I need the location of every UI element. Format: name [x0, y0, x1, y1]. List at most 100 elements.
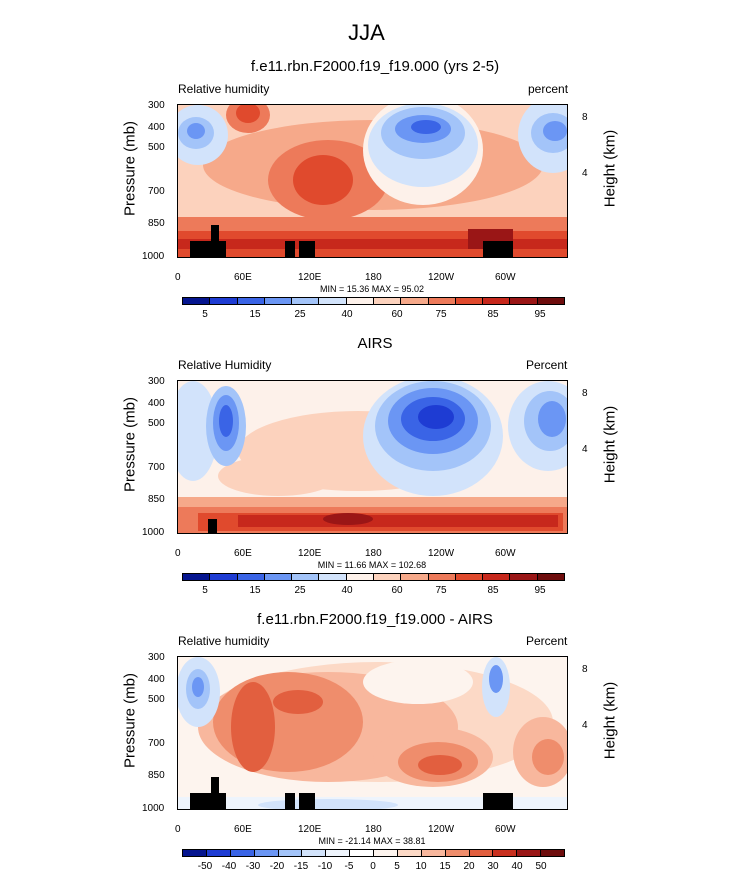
- panel-1-xtick-120e: 120E: [298, 272, 322, 283]
- panel-3-colorbar-label: -5: [344, 861, 354, 872]
- panel-2-xtick-60w: 60W: [495, 548, 516, 559]
- panel-1-units-label: percent: [528, 82, 569, 96]
- colorbar-box: [237, 574, 265, 580]
- colorbar-box: [346, 574, 374, 580]
- panel-1-contour-plot: [177, 104, 568, 258]
- colorbar-box: [483, 298, 511, 304]
- panel-3-colorbar-label: 0: [370, 861, 376, 872]
- colorbar-box: [319, 574, 347, 580]
- panel-2-ytick-1000: 1000: [142, 527, 165, 538]
- panel-3-colorbar-label: -20: [269, 861, 285, 872]
- panel-1-y-axis-title: Pressure (mb): [121, 120, 139, 217]
- panel-3-xtick-60e: 60E: [234, 824, 252, 835]
- panel-1-colorbar-label: 40: [341, 309, 353, 320]
- panel-3-title: f.e11.rbn.F2000.f19_f19.000 - AIRS: [257, 611, 493, 628]
- panel-3-colorbar-label: -50: [197, 861, 213, 872]
- colorbar-box: [510, 298, 538, 304]
- panel-2-colorbar: [182, 573, 565, 581]
- panel-3-y-axis-title: Pressure (mb): [121, 672, 139, 769]
- panel-1-ytick-700: 700: [148, 186, 165, 197]
- panel-2-xtick-60e: 60E: [234, 548, 252, 559]
- panel-1-colorbar: [182, 297, 565, 305]
- panel-2-colorbar-label: 5: [202, 585, 208, 596]
- panel-1-colorbar-label: 75: [435, 309, 447, 320]
- panel-3-xtick-0: 0: [175, 824, 181, 835]
- panel-1-xtick-60e: 60E: [234, 272, 252, 283]
- panel-1-contour-field: [178, 105, 567, 257]
- panel-3-y2-axis-title: Height (km): [601, 681, 619, 760]
- colorbar-box: [302, 850, 327, 856]
- panel-3-y2tick-4: 4: [582, 720, 588, 731]
- panel-3-ytick-1000: 1000: [142, 803, 165, 814]
- colorbar-box: [326, 850, 351, 856]
- colorbar-box: [397, 850, 422, 856]
- panel-2-xtick-180: 180: [365, 548, 382, 559]
- colorbar-box: [537, 298, 564, 304]
- colorbar-box: [210, 298, 238, 304]
- panel-1-variable-label: Relative humidity: [178, 82, 270, 96]
- panel-3-ytick-400: 400: [148, 674, 165, 685]
- panel-3-units-label: Percent: [526, 634, 568, 648]
- colorbar-box: [455, 298, 484, 304]
- colorbar-box: [421, 850, 446, 856]
- colorbar-box: [292, 298, 320, 304]
- panel-2-ytick-500: 500: [148, 418, 165, 429]
- panel-3-colorbar-label: 10: [415, 861, 427, 872]
- figure-title: JJA: [348, 20, 385, 45]
- panel-2-ytick-850: 850: [148, 494, 165, 505]
- panel-3-colorbar-label: -30: [245, 861, 261, 872]
- panel-3-colorbar-label: 40: [511, 861, 523, 872]
- panel-3-xtick-120e: 120E: [298, 824, 322, 835]
- panel-2-title: AIRS: [357, 335, 393, 352]
- panel-1-xtick-120w: 120W: [428, 272, 455, 283]
- panel-3-colorbar-label: 50: [535, 861, 547, 872]
- panel-3-y2tick-8: 8: [582, 664, 588, 675]
- panel-1-title: f.e11.rbn.F2000.f19_f19.000 (yrs 2-5): [250, 58, 500, 75]
- panel-2-colorbar-label: 15: [249, 585, 261, 596]
- colorbar-box: [469, 850, 494, 856]
- panel-1-colorbar-label: 25: [294, 309, 306, 320]
- panel-3-colorbar-label: 30: [487, 861, 499, 872]
- colorbar-box: [374, 850, 398, 856]
- colorbar-box: [428, 298, 456, 304]
- colorbar-box: [292, 574, 320, 580]
- colorbar-box: [254, 850, 279, 856]
- colorbar-box: [493, 850, 518, 856]
- panel-3-ytick-850: 850: [148, 770, 165, 781]
- colorbar-box: [237, 298, 265, 304]
- panel-3-xtick-120w: 120W: [428, 824, 455, 835]
- colorbar-box: [230, 850, 255, 856]
- colorbar-box: [183, 574, 211, 580]
- colorbar-box: [183, 298, 211, 304]
- panel-1-colorbar-label: 85: [487, 309, 499, 320]
- panel-1-ytick-400: 400: [148, 122, 165, 133]
- colorbar-box: [264, 574, 293, 580]
- panel-3-xtick-180: 180: [365, 824, 382, 835]
- colorbar-box: [373, 298, 402, 304]
- panel-2-y2tick-8: 8: [582, 388, 588, 399]
- panel-1-colorbar-label: 95: [534, 309, 546, 320]
- colorbar-box: [183, 850, 207, 856]
- panel-1-y2tick-8: 8: [582, 112, 588, 123]
- colorbar-box: [510, 574, 538, 580]
- panel-1-xtick-180: 180: [365, 272, 382, 283]
- panel-2-xtick-120w: 120W: [428, 548, 455, 559]
- panel-1-ytick-850: 850: [148, 218, 165, 229]
- panel-3-min-max: MIN = -21.14 MAX = 38.81: [318, 836, 426, 846]
- panel-1-min-max: MIN = 15.36 MAX = 95.02: [319, 284, 425, 294]
- panel-1-ytick-1000: 1000: [142, 251, 165, 262]
- panel-2-contour-plot: [177, 380, 568, 534]
- panel-1-colorbar-label: 15: [249, 309, 261, 320]
- panel-2-units-label: Percent: [526, 358, 568, 372]
- panel-1-y2tick-4: 4: [582, 168, 588, 179]
- panel-2-colorbar-label: 85: [487, 585, 499, 596]
- colorbar-box: [264, 298, 293, 304]
- panel-2-xtick-120e: 120E: [298, 548, 322, 559]
- panel-1-xtick-60w: 60W: [495, 272, 516, 283]
- panel-3-contour-field: [178, 657, 567, 809]
- panel-2-ytick-700: 700: [148, 462, 165, 473]
- panel-2-xtick-0: 0: [175, 548, 181, 559]
- colorbar-box: [373, 574, 402, 580]
- panel-2-variable-label: Relative Humidity: [178, 358, 272, 372]
- panel-2-colorbar-label: 95: [534, 585, 546, 596]
